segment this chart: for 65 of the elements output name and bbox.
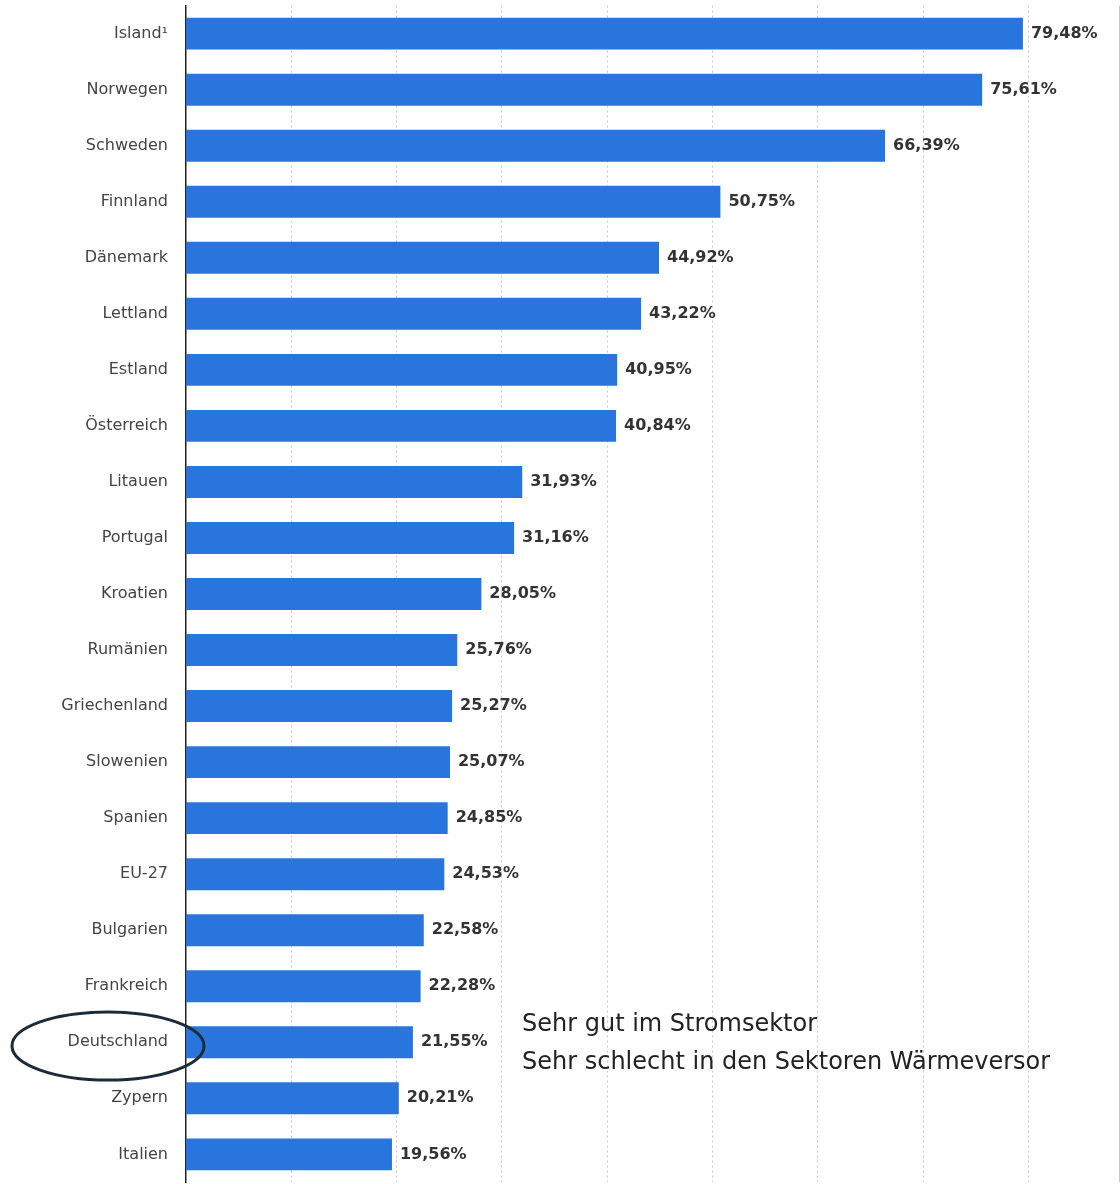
bar bbox=[186, 634, 458, 667]
bar bbox=[186, 970, 421, 1003]
data-label: 20,21% bbox=[406, 1087, 474, 1107]
bar bbox=[186, 185, 721, 218]
data-label: 50,75% bbox=[728, 190, 796, 210]
data-label: 19,56% bbox=[399, 1143, 467, 1163]
y-tick-label: Dänemark bbox=[84, 246, 169, 266]
bar bbox=[186, 73, 983, 106]
data-label: 21,55% bbox=[420, 1031, 488, 1051]
bar bbox=[186, 409, 617, 442]
bar bbox=[186, 1026, 413, 1059]
y-tick-label: Zypern bbox=[111, 1087, 168, 1107]
bar bbox=[186, 1138, 392, 1171]
y-tick-label: Deutschland bbox=[67, 1031, 168, 1051]
data-label: 44,92% bbox=[667, 246, 734, 266]
data-label: 22,28% bbox=[428, 975, 496, 995]
y-tick-label: Frankreich bbox=[84, 975, 168, 995]
bar bbox=[186, 17, 1023, 50]
data-label: 24,85% bbox=[455, 807, 523, 827]
data-label: 25,76% bbox=[465, 639, 532, 659]
bar bbox=[186, 353, 618, 386]
y-tick-label: Litauen bbox=[108, 471, 168, 491]
y-tick-label: Kroatien bbox=[100, 583, 168, 603]
data-label: 31,93% bbox=[530, 471, 597, 491]
y-tick-label: Norwegen bbox=[86, 78, 168, 98]
annotation: Sehr gut im Stromsektor bbox=[522, 1008, 819, 1039]
y-tick-label: Bulgarien bbox=[91, 919, 168, 939]
y-tick-label: Lettland bbox=[102, 302, 168, 322]
y-tick-label: EU-27 bbox=[120, 863, 168, 883]
data-label: 66,39% bbox=[893, 134, 960, 154]
bar bbox=[186, 1082, 399, 1115]
bar bbox=[186, 802, 448, 835]
y-tick-label: Italien bbox=[118, 1143, 168, 1163]
bar bbox=[186, 578, 482, 610]
bar bbox=[186, 914, 424, 947]
data-label: 79,48% bbox=[1030, 22, 1098, 42]
bar bbox=[186, 241, 659, 274]
y-tick-label: Schweden bbox=[85, 134, 168, 154]
data-label: 24,53% bbox=[452, 863, 519, 883]
annotation: Sehr schlecht in den Sektoren Wärmeversor bbox=[522, 1046, 1051, 1077]
y-tick-label: Estland bbox=[108, 359, 168, 378]
bar bbox=[186, 297, 642, 330]
bar bbox=[186, 690, 453, 723]
bar bbox=[186, 858, 445, 891]
y-tick-label: Rumänien bbox=[87, 639, 168, 659]
y-tick-label: Portugal bbox=[101, 527, 168, 547]
data-label: 25,07% bbox=[457, 751, 525, 771]
y-tick-label: Slowenien bbox=[86, 751, 168, 771]
data-label: 31,16% bbox=[522, 527, 589, 547]
data-label: 28,05% bbox=[489, 583, 556, 603]
data-label: 22,58% bbox=[431, 919, 499, 939]
data-label: 40,84% bbox=[624, 415, 691, 435]
bar bbox=[186, 521, 515, 554]
data-label: 75,61% bbox=[990, 78, 1057, 98]
y-tick-label: Spanien bbox=[103, 807, 168, 827]
bar bbox=[186, 129, 886, 162]
data-label: 43,22% bbox=[649, 302, 716, 322]
y-tick-label: Finnland bbox=[100, 190, 168, 210]
y-tick-label: Griechenland bbox=[61, 695, 168, 715]
data-label: 40,95% bbox=[625, 359, 692, 378]
bar bbox=[186, 746, 450, 779]
bar bbox=[186, 465, 523, 498]
y-tick-label: Island¹ bbox=[113, 22, 168, 42]
y-tick-label: Österreich bbox=[85, 415, 168, 435]
data-label: 25,27% bbox=[460, 695, 527, 715]
